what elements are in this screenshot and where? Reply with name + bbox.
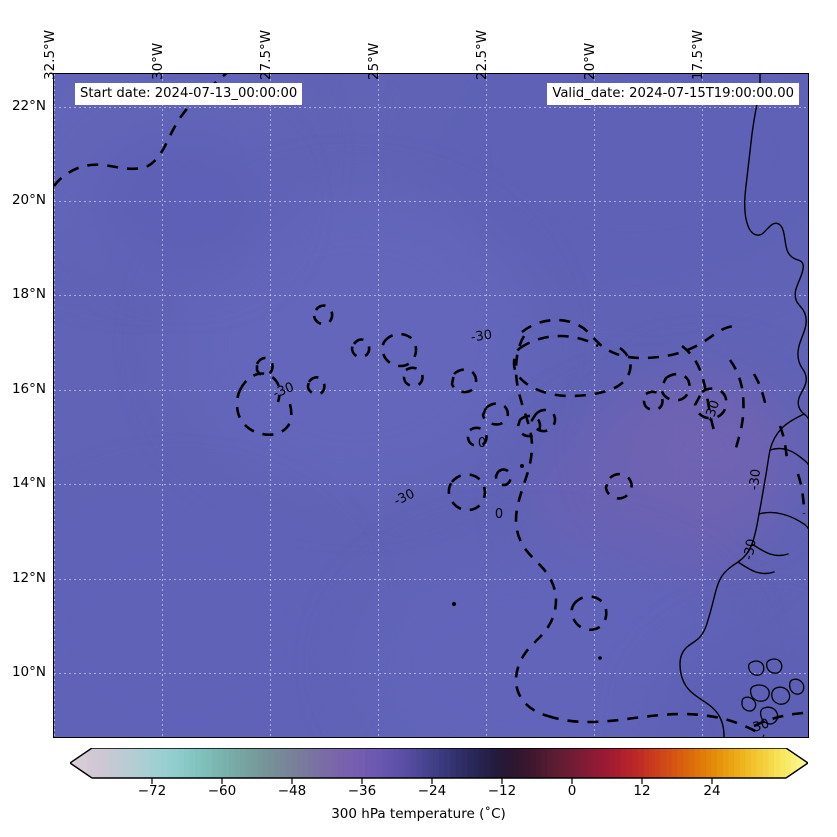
xtick-label-0: 32.5°W <box>42 29 58 80</box>
start-date-annotation: Start date: 2024-07-13_00:00:00 <box>75 83 303 106</box>
gridline-lon <box>594 74 595 737</box>
ytick-label-1: 20°N <box>11 192 46 208</box>
gridline-lat <box>54 295 808 296</box>
gridline-lat <box>54 390 808 391</box>
gridline-lon <box>54 74 55 737</box>
xtick-label-1: 30°W <box>150 42 166 80</box>
colorbar[interactable] <box>70 748 808 784</box>
colorbar-swatches <box>70 748 808 778</box>
cb-tick-label-1: −60 <box>207 783 237 799</box>
gridline-lon <box>378 74 379 737</box>
colorbar-title: 300 hPa temperature (˚C) <box>331 806 506 822</box>
gridline-lat <box>54 673 808 674</box>
gridline-lon <box>270 74 271 737</box>
cb-tick-label-5: −12 <box>487 783 517 799</box>
gridline-lon <box>702 74 703 737</box>
ytick-label-6: 10°N <box>11 664 46 680</box>
gridline-lon <box>162 74 163 737</box>
cb-tick-label-8: 24 <box>703 783 721 799</box>
cb-tick-label-7: 12 <box>633 783 651 799</box>
cb-tick-label-3: −36 <box>347 783 377 799</box>
cb-tick-label-2: −48 <box>277 783 307 799</box>
temperature-field <box>54 74 808 737</box>
gridline-lat <box>54 579 808 580</box>
gridline-lon <box>486 74 487 737</box>
gridline-lat <box>54 107 808 108</box>
xtick-label-5: 20°W <box>582 42 598 80</box>
cb-tick-label-0: −72 <box>137 783 167 799</box>
ytick-label-5: 12°N <box>11 570 46 586</box>
xtick-label-3: 25°W <box>366 42 382 80</box>
gridline-lat <box>54 484 808 485</box>
colorbar-outline <box>70 748 808 779</box>
valid-date-annotation: Valid_date: 2024-07-15T19:00:00.00 <box>547 83 799 106</box>
ytick-label-4: 14°N <box>11 475 46 491</box>
ytick-label-2: 18°N <box>11 286 46 302</box>
xtick-label-4: 22.5°W <box>474 29 490 80</box>
ytick-label-3: 16°N <box>11 381 46 397</box>
gridline-lat <box>54 201 808 202</box>
map-axes[interactable]: -30 -30 -30 -30 -30 -30 -30 0 0 Start da… <box>53 73 809 738</box>
xtick-label-2: 27.5°W <box>258 29 274 80</box>
xtick-label-6: 17.5°W <box>690 29 706 80</box>
cb-tick-label-4: −24 <box>417 783 447 799</box>
cb-tick-label-6: 0 <box>567 783 577 799</box>
ytick-label-0: 22°N <box>11 98 46 114</box>
